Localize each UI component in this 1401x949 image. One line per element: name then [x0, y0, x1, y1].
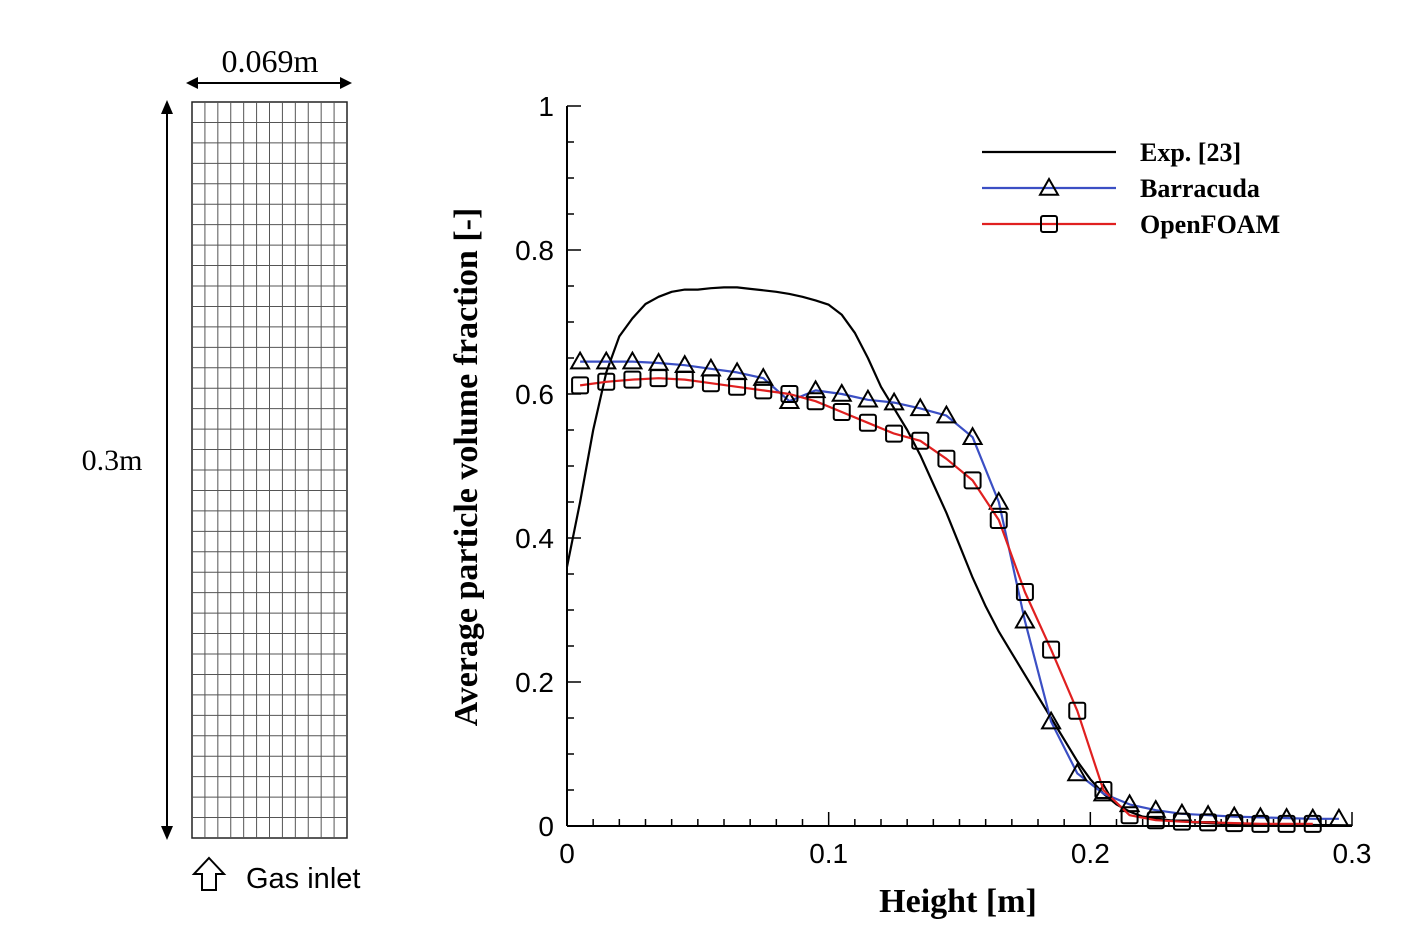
data-point: [961, 426, 984, 445]
series-line: [580, 360, 1339, 820]
y-tick-label: 1: [538, 91, 554, 122]
data-point: [1146, 811, 1165, 830]
data-point: [621, 350, 644, 370]
data-point: [595, 350, 617, 370]
data-point: [806, 392, 825, 411]
data-point: [1225, 814, 1244, 833]
legend-item: Exp. [23]: [982, 138, 1241, 167]
data-point: [1094, 781, 1113, 799]
data-point: [1303, 814, 1322, 833]
data-point: [569, 350, 591, 370]
series-line: [579, 377, 1313, 825]
width-dimension-arrow: [186, 77, 352, 89]
mesh-diagram: 0.069m 0.3m Gas inlet: [82, 43, 361, 895]
series-layer: [565, 286, 1353, 833]
series-line: [565, 286, 1353, 827]
data-point: [831, 382, 853, 402]
y-tick-label: 0.6: [515, 379, 554, 410]
data-point: [1120, 806, 1139, 825]
data-point: [1014, 609, 1036, 629]
data-point: [649, 369, 668, 388]
data-point: [989, 511, 1008, 529]
x-tick-label: 0: [559, 838, 575, 869]
series-barracuda: [569, 350, 1350, 827]
y-tick-label: 0.8: [515, 235, 554, 266]
data-point: [1145, 799, 1167, 818]
data-point: [1199, 813, 1218, 832]
data-point: [571, 376, 590, 395]
data-point: [1015, 583, 1034, 601]
x-tick-label: 0.2: [1071, 838, 1110, 869]
legend-label: OpenFOAM: [1140, 210, 1280, 239]
legend-label: Barracuda: [1140, 174, 1260, 203]
legend-item: Barracuda: [982, 174, 1260, 203]
data-point: [988, 490, 1010, 510]
data-point: [1277, 814, 1296, 833]
height-label: 0.3m: [82, 444, 143, 477]
data-point: [1118, 793, 1141, 813]
x-tick-label: 0.3: [1333, 838, 1372, 869]
legend-label: Exp. [23]: [1140, 138, 1241, 167]
inlet-label: Gas inlet: [246, 863, 360, 895]
legend-item: OpenFOAM: [982, 210, 1280, 239]
y-tick-label: 0.4: [515, 523, 554, 554]
series-exp-23: [565, 286, 1353, 827]
axes: 0 0.1 0.2 0.3 0 0.2 0.4 0.6 0.8 1: [515, 91, 1371, 869]
data-point: [1302, 807, 1324, 827]
height-dimension-arrow: [161, 100, 173, 840]
legend-marker: [1040, 215, 1058, 233]
chart: 0 0.1 0.2 0.3 0 0.2 0.4 0.6 0.8 1 Exp. [23] Barrac…: [448, 91, 1371, 920]
data-point: [883, 391, 905, 411]
data-point: [752, 367, 774, 386]
data-point: [1328, 807, 1350, 827]
mesh-grid: [191, 101, 348, 839]
data-point: [911, 431, 930, 450]
data-point: [1042, 640, 1061, 659]
data-point: [1171, 802, 1193, 822]
data-point: [832, 403, 851, 421]
data-point: [857, 388, 879, 408]
data-point: [675, 370, 694, 389]
data-point: [858, 413, 877, 432]
data-point: [1040, 710, 1062, 730]
data-point: [778, 390, 801, 409]
data-point: [701, 374, 720, 393]
data-point: [1066, 762, 1088, 782]
data-point: [909, 397, 931, 417]
legend-marker: [1038, 176, 1060, 196]
legend: Exp. [23] Barracuda OpenFOAM: [982, 138, 1280, 239]
data-point: [754, 381, 773, 400]
y-tick-label: 0.2: [515, 667, 554, 698]
x-axis-label: Height [m]: [879, 883, 1037, 920]
width-label: 0.069m: [222, 43, 319, 79]
y-tick-label: 0: [538, 811, 554, 842]
up-arrow-outline-icon: [191, 856, 227, 891]
data-point: [885, 424, 904, 443]
data-point: [963, 471, 982, 490]
data-point: [623, 370, 642, 389]
data-point: [937, 449, 956, 468]
data-point: [780, 385, 799, 403]
data-point: [804, 379, 827, 399]
data-point: [728, 377, 747, 396]
data-point: [1172, 812, 1191, 831]
data-point: [1068, 701, 1087, 720]
x-tick-label: 0.1: [809, 838, 848, 869]
y-axis-label: Average particle volume fraction [-]: [448, 208, 485, 727]
data-point: [597, 372, 616, 391]
data-point: [1092, 782, 1115, 802]
data-point: [935, 404, 958, 424]
data-point: [1251, 814, 1270, 833]
series-openfoam: [571, 369, 1322, 833]
